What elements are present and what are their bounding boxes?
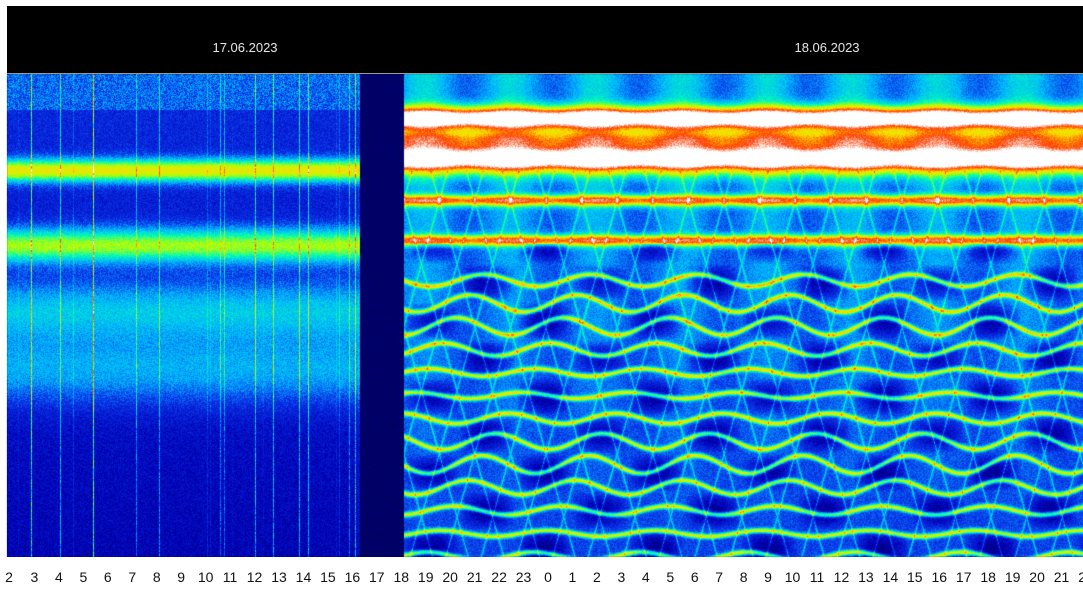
x-tick-label: 3 (30, 569, 39, 585)
x-axis (0, 557, 1083, 594)
x-tick-label: 13 (858, 569, 874, 585)
x-tick-label: 14 (295, 569, 312, 585)
date-label-right: 18.06.2023 (794, 40, 860, 55)
x-tick-label: 21 (466, 569, 483, 585)
x-tick-label: 13 (271, 569, 287, 585)
x-tick-label: 9 (177, 569, 186, 585)
x-tick-label: 11 (809, 569, 825, 585)
x-tick-label: 11 (222, 569, 238, 585)
x-tick-label: 15 (320, 569, 336, 585)
x-tick-label: 8 (152, 569, 161, 585)
x-tick-label: 3 (617, 569, 626, 585)
x-tick-label: 6 (103, 569, 112, 585)
x-tick-label: 23 (515, 569, 532, 585)
x-tick-label: 21 (1053, 569, 1070, 585)
x-tick-label: 5 (79, 569, 88, 585)
x-tick-label: 22 (1078, 569, 1083, 585)
x-tick-label: 20 (442, 569, 458, 585)
x-tick-label: 19 (417, 569, 434, 585)
x-tick-label: 8 (739, 569, 748, 585)
x-tick-label: 19 (1004, 569, 1021, 585)
x-tick-label: 6 (690, 569, 699, 585)
x-tick-label: 15 (907, 569, 923, 585)
x-tick-label: 16 (931, 569, 948, 585)
x-tick-label: 2 (593, 569, 601, 585)
x-tick-label: 1 (568, 569, 577, 585)
x-tick-label: 2 (5, 569, 13, 585)
x-tick-label: 12 (246, 569, 263, 585)
x-tick-label: 14 (882, 569, 899, 585)
x-tick-label: 7 (715, 569, 724, 585)
x-tick-label: 12 (833, 569, 850, 585)
x-tick-label: 4 (55, 569, 63, 585)
x-tick-label: 10 (197, 569, 214, 585)
x-tick-label: 18 (393, 569, 410, 585)
x-tick-label: 20 (1029, 569, 1045, 585)
x-tick-label: 22 (491, 569, 507, 585)
x-tick-label: 9 (764, 569, 772, 585)
header-divider (7, 73, 1083, 74)
x-tick-label: 0 (544, 569, 552, 585)
x-tick-label: 17 (955, 569, 972, 585)
x-tick-label: 7 (128, 569, 137, 585)
x-tick-label: 10 (784, 569, 801, 585)
x-tick-label: 18 (980, 569, 996, 585)
x-tick-label: 16 (344, 569, 361, 585)
x-tick-label: 5 (666, 569, 675, 585)
x-tick-label: 17 (369, 569, 385, 585)
date-label-left: 17.06.2023 (212, 40, 278, 55)
x-tick-label: 4 (641, 569, 650, 585)
